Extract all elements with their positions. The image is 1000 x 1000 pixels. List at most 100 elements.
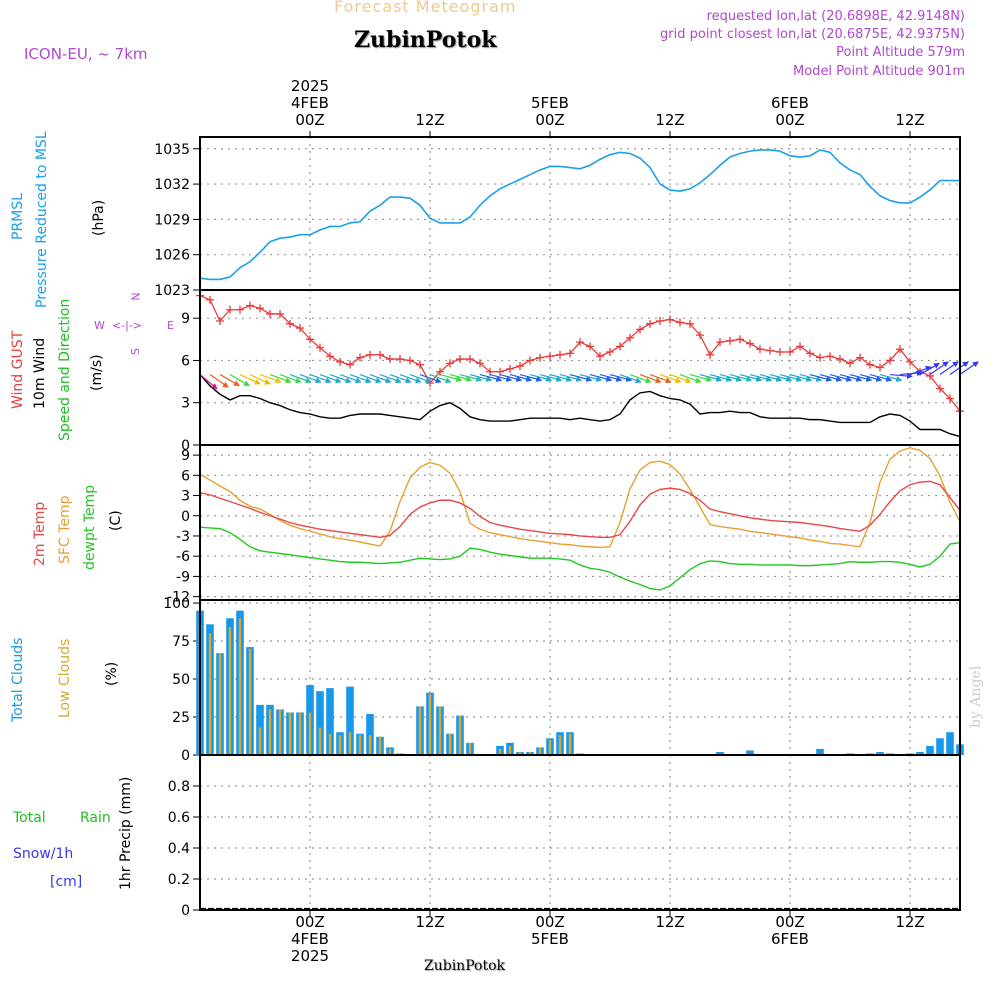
closest-coords: grid point closest lon,lat (20.6875E, 42… bbox=[660, 27, 965, 42]
low-cloud-bar bbox=[218, 653, 222, 755]
wind-arrow bbox=[499, 373, 523, 382]
time-label: 12Z bbox=[630, 112, 710, 129]
low-cloud-bar bbox=[278, 709, 282, 755]
low-cloud-bar bbox=[568, 733, 572, 755]
wind-arrow bbox=[439, 373, 463, 382]
wind-arrow bbox=[569, 373, 593, 382]
total-cloud-bar bbox=[916, 751, 924, 755]
gust-marker bbox=[616, 342, 624, 351]
wind-arrow bbox=[359, 373, 382, 384]
time-label-line: 6FEB bbox=[771, 94, 809, 112]
gust-marker bbox=[876, 363, 884, 372]
compass-rose: N W <-|-> E S bbox=[92, 290, 182, 360]
wind-arrow bbox=[839, 373, 863, 382]
wind-arrow bbox=[529, 373, 553, 382]
wind-arrow bbox=[689, 373, 713, 382]
low-cloud-bar bbox=[248, 648, 252, 755]
time-label: 00Z 5FEB bbox=[510, 914, 590, 948]
gust-marker bbox=[446, 359, 454, 368]
gust-marker bbox=[516, 362, 524, 371]
gust-marker bbox=[236, 305, 244, 314]
compass-arrows: <-|-> bbox=[112, 319, 143, 332]
total-cloud-bar bbox=[366, 713, 374, 755]
chart-frame bbox=[199, 136, 961, 911]
y-tick-label: 50 bbox=[172, 672, 190, 688]
total-label: Total bbox=[13, 810, 46, 826]
station-name: ZubinPotok bbox=[354, 27, 497, 53]
requested-coords: requested lon,lat (20.6898E, 42.9148N) bbox=[706, 9, 965, 24]
total-cloud-bar bbox=[816, 748, 824, 755]
wind-arrow bbox=[659, 373, 682, 384]
gust-marker bbox=[736, 335, 744, 344]
gust-marker bbox=[366, 350, 374, 359]
gust-marker bbox=[576, 338, 584, 347]
dewpt-line bbox=[199, 526, 961, 591]
time-label: 00Z 6FEB bbox=[750, 914, 830, 948]
wind-arrow bbox=[579, 373, 603, 382]
time-label: 12Z bbox=[870, 914, 950, 931]
compass-e: E bbox=[167, 319, 174, 332]
gust-marker bbox=[386, 355, 394, 364]
wind-arrow bbox=[629, 373, 652, 384]
gust-marker bbox=[666, 315, 674, 324]
low-cloud-bar bbox=[418, 706, 422, 755]
model-altitude: Model Point Altitude 901m bbox=[793, 64, 965, 79]
wind-arrow bbox=[869, 373, 893, 382]
y-tick-label: 3 bbox=[181, 396, 190, 412]
gust-marker bbox=[286, 319, 294, 328]
low-cloud-bar bbox=[388, 748, 392, 755]
y-tick-label: -6 bbox=[176, 549, 190, 565]
gust-marker bbox=[646, 319, 654, 328]
low-cloud-bar bbox=[338, 735, 342, 755]
y-tick-label: 0 bbox=[181, 903, 190, 919]
wind-arrow bbox=[459, 373, 483, 382]
wind-line bbox=[199, 374, 961, 438]
rain-label: Rain bbox=[80, 810, 111, 826]
wind-arrow bbox=[239, 374, 261, 385]
wind-arrow bbox=[859, 373, 883, 382]
gust-marker bbox=[656, 317, 664, 325]
wind-arrow bbox=[329, 373, 352, 384]
gust-marker bbox=[246, 301, 254, 310]
low-cloud-bar bbox=[538, 747, 542, 755]
time-label-line: 00Z bbox=[775, 111, 805, 129]
gust-marker bbox=[896, 345, 904, 354]
y-tick-label: -9 bbox=[176, 569, 190, 585]
time-label: 12Z bbox=[390, 914, 470, 931]
time-label-line: 00Z bbox=[775, 913, 805, 931]
time-label-line: 00Z bbox=[295, 111, 325, 129]
gust-marker bbox=[636, 325, 644, 334]
time-label-line: 00Z bbox=[535, 913, 565, 931]
time-label: 00Z 4FEB 2025 bbox=[270, 914, 350, 965]
low-cloud-bar bbox=[508, 745, 512, 755]
gust-marker bbox=[676, 318, 684, 327]
wind-arrow bbox=[339, 373, 362, 384]
prmsl-line bbox=[199, 149, 960, 281]
wind-arrow bbox=[449, 373, 473, 382]
gust-marker bbox=[206, 295, 214, 304]
gust-marker bbox=[726, 336, 734, 345]
low-cloud-bar bbox=[358, 735, 362, 755]
low-cloud-bar bbox=[378, 736, 382, 755]
snow-unit: [cm] bbox=[50, 874, 83, 890]
total-cloud-bar bbox=[876, 751, 884, 755]
time-label-line: 00Z bbox=[535, 111, 565, 129]
gust-marker bbox=[506, 364, 514, 373]
wind-arrow bbox=[889, 373, 913, 380]
total-cloud-bar bbox=[926, 745, 934, 755]
wind-arrow bbox=[299, 373, 322, 384]
time-label-line: 00Z bbox=[295, 913, 325, 931]
gust-marker bbox=[466, 355, 474, 364]
gust-marker bbox=[316, 343, 324, 352]
gust-marker bbox=[596, 352, 604, 361]
sfc-temp-line bbox=[199, 446, 961, 549]
time-label-line: 5FEB bbox=[531, 94, 569, 112]
low-cloud-bar bbox=[438, 706, 442, 755]
wind-arrow bbox=[539, 373, 563, 382]
gust-marker bbox=[406, 356, 414, 365]
wind-arrow bbox=[559, 373, 583, 382]
gust-marker bbox=[826, 352, 834, 361]
gust-marker bbox=[216, 317, 224, 325]
wind-arrow bbox=[769, 373, 793, 382]
gust-marker bbox=[586, 342, 594, 351]
